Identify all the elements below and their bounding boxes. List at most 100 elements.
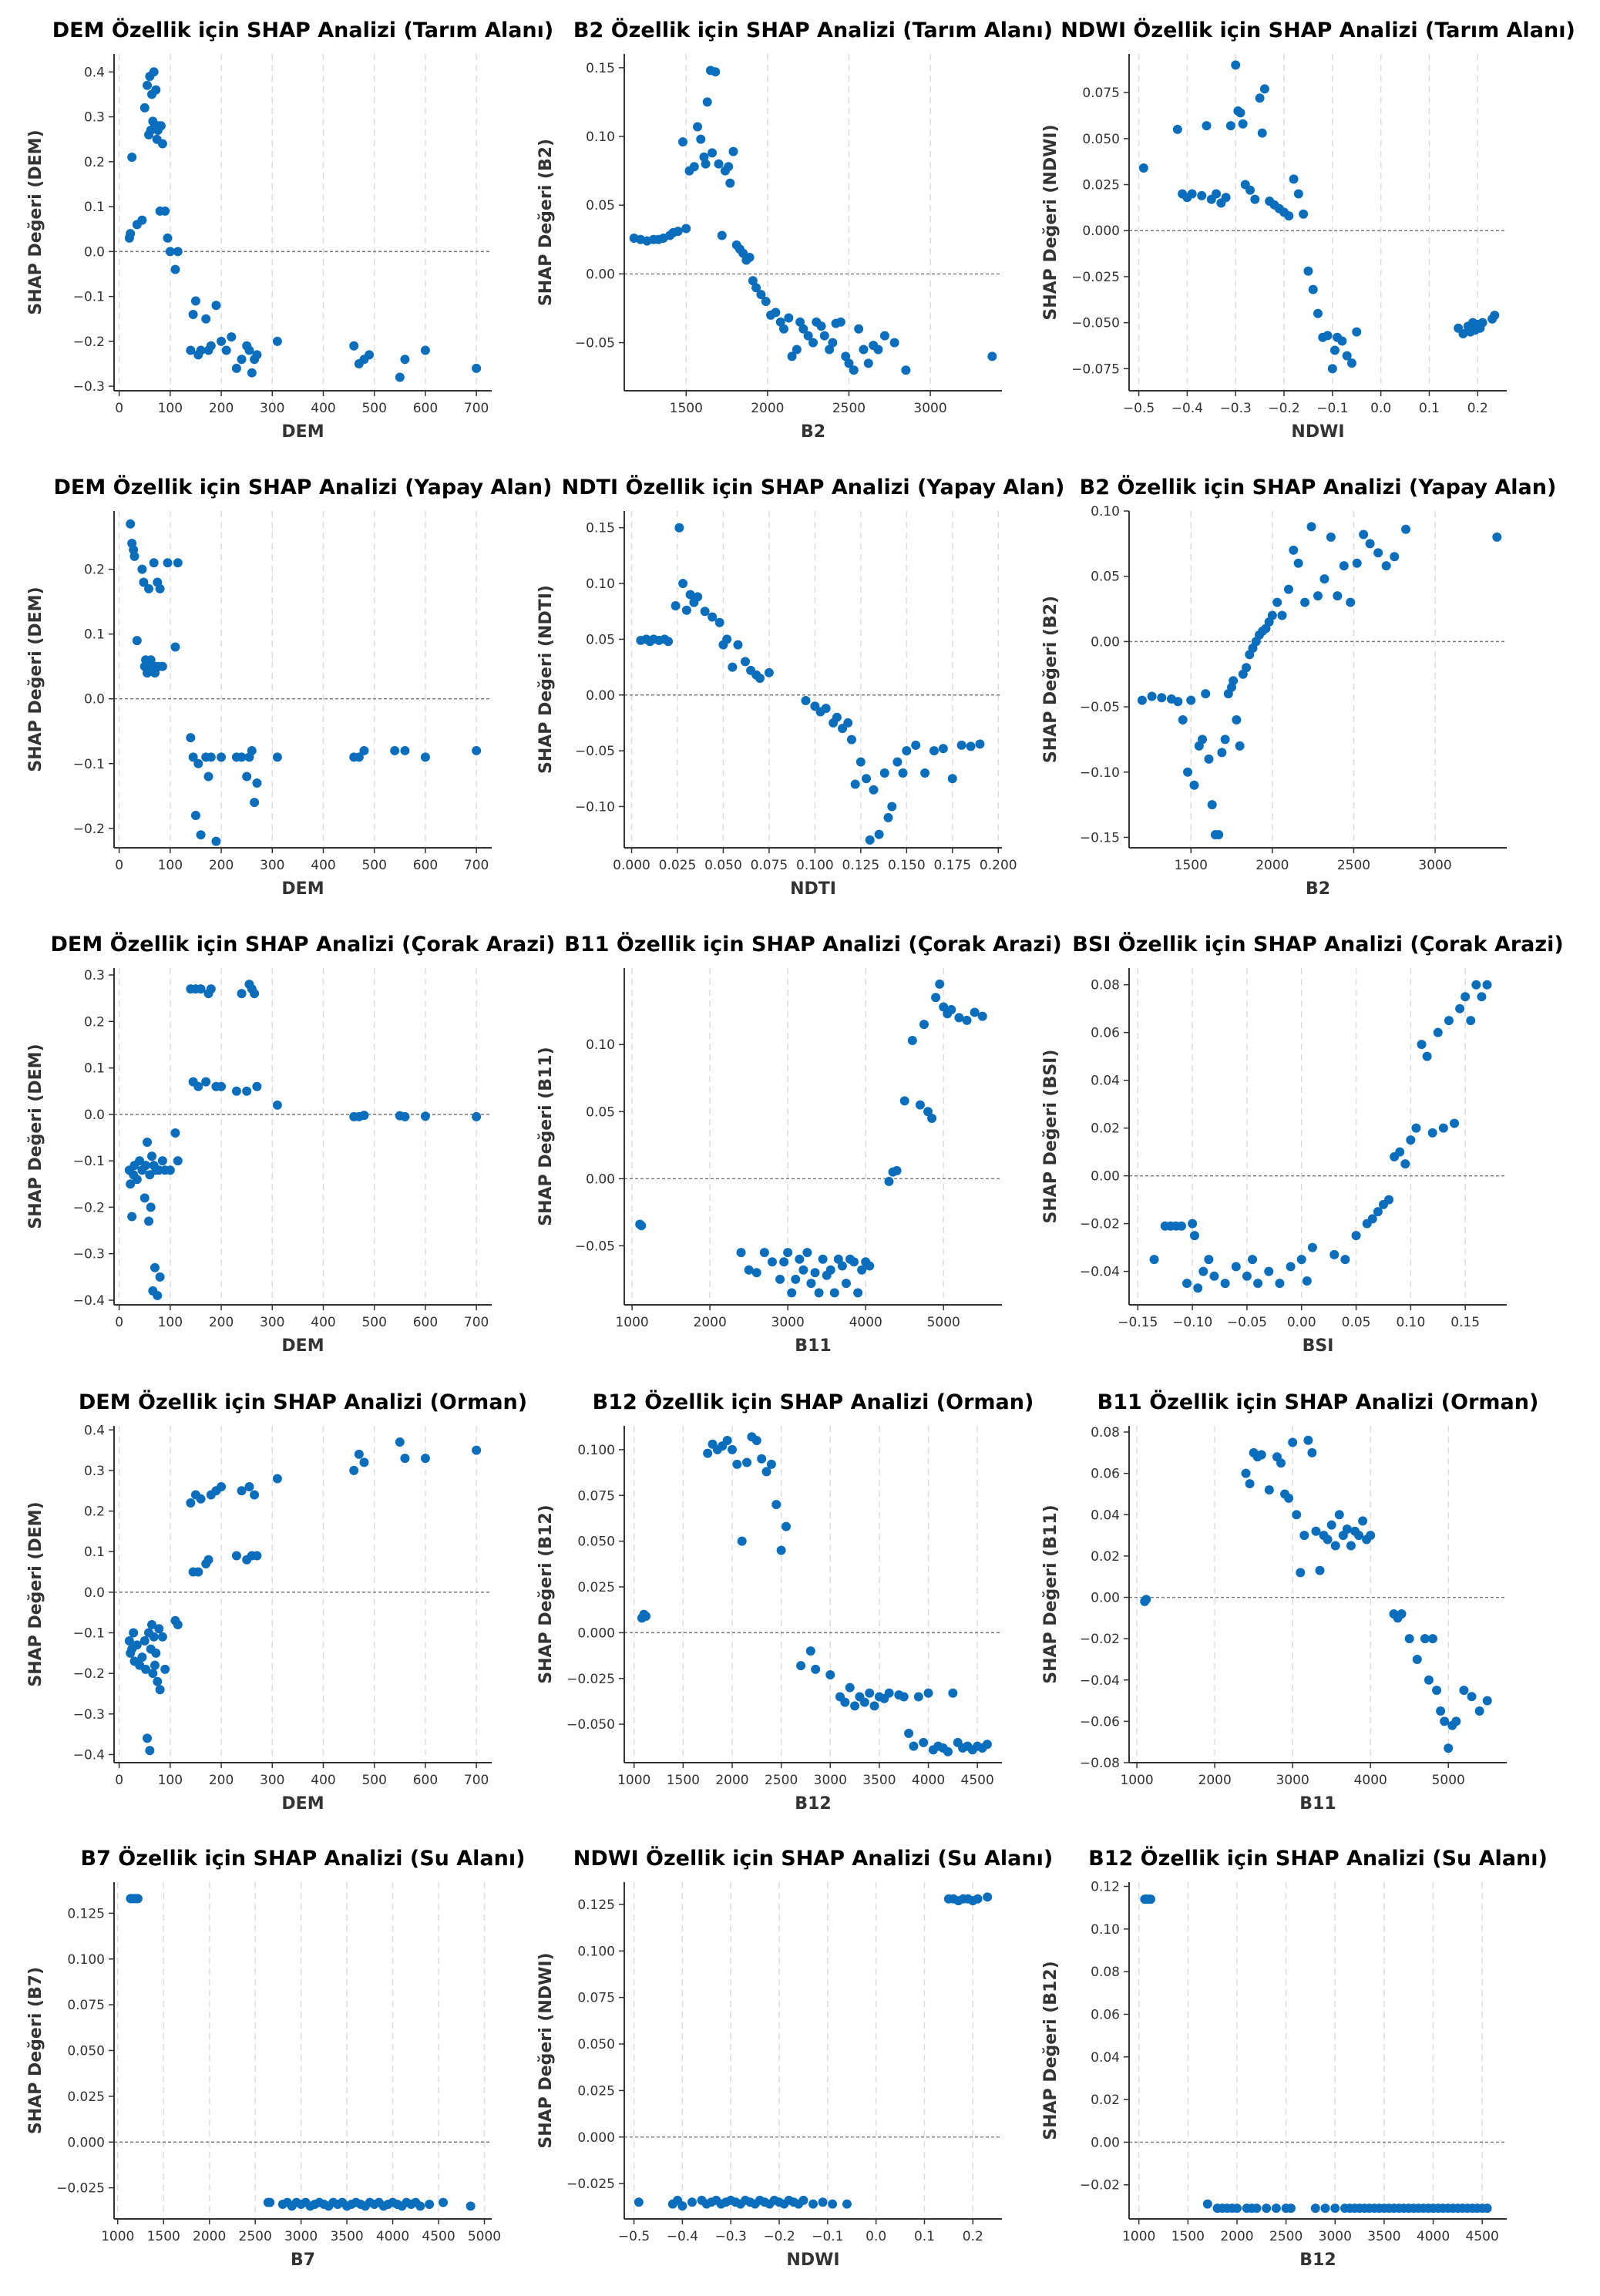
scatter-point: [931, 993, 941, 1003]
scatter-point: [1342, 1525, 1352, 1535]
scatter-point: [211, 301, 221, 311]
scatter-point: [1204, 754, 1214, 764]
scatter-point: [1292, 1510, 1302, 1520]
scatter-point: [247, 368, 257, 378]
scatter-point: [863, 358, 873, 368]
scatter-point: [1303, 266, 1313, 276]
scatter-point: [829, 1288, 839, 1298]
x-tick-label: 2000: [1220, 2229, 1253, 2244]
y-tick-label: 0.05: [586, 198, 615, 213]
scatter-point: [206, 341, 216, 351]
chart-title: DEM Özellik için SHAP Analizi (Çorak Ara…: [50, 931, 555, 956]
scatter-point: [776, 1545, 786, 1555]
scatter-point: [196, 1494, 206, 1504]
scatter-point: [909, 1741, 919, 1751]
scatter-point: [1339, 561, 1349, 571]
scatter-point: [1342, 351, 1352, 361]
scatter-point: [849, 1257, 859, 1267]
scatter-point: [717, 230, 727, 240]
x-tick-label: 700: [464, 1773, 489, 1788]
x-tick-label: 5000: [1432, 1773, 1465, 1788]
scatter-point: [857, 1265, 867, 1275]
scatter-point: [1289, 174, 1299, 184]
y-tick-label: 0.000: [67, 2135, 105, 2150]
x-tick-label: 0.0: [1370, 401, 1391, 416]
scatter-point: [898, 768, 908, 778]
scatter-point: [170, 642, 180, 652]
scatter-point: [1311, 1526, 1321, 1536]
x-axis-label: DEM: [281, 879, 324, 899]
scatter-point: [1351, 1231, 1361, 1241]
scatter-point: [170, 264, 180, 274]
scatter-point: [472, 1111, 482, 1121]
scatter-point: [1293, 558, 1303, 568]
y-tick-label: −0.1: [73, 290, 105, 305]
scatter-point: [143, 1138, 153, 1148]
scatter-point: [678, 137, 688, 147]
scatter-point: [1444, 1743, 1454, 1753]
scatter-point: [1436, 1706, 1446, 1716]
y-tick-label: 0.075: [67, 1998, 105, 2013]
x-tick-label: 0: [115, 401, 123, 416]
y-tick-label: 0.10: [586, 577, 615, 592]
scatter-point: [472, 363, 482, 373]
scatter-point: [748, 276, 758, 286]
scatter-point: [252, 1551, 262, 1561]
scatter-point: [144, 1216, 154, 1226]
chart-panel-13: 1000 1500 2000 2500 3000 3500 4000 4500 5000 −0.0…: [26, 1845, 525, 2270]
x-tick-label: 300: [260, 1773, 284, 1788]
x-tick-label: 400: [311, 1315, 335, 1330]
scatter-point: [1319, 574, 1329, 584]
x-tick-label: 3000: [1319, 2229, 1352, 2244]
scatter-point: [160, 1664, 170, 1674]
x-tick-label: 200: [209, 1315, 234, 1330]
x-tick-label: 0.10: [1396, 1315, 1425, 1330]
scatter-point: [779, 1257, 789, 1267]
scatter-point: [825, 1265, 835, 1275]
scatter-point: [1315, 1565, 1325, 1575]
scatter-point: [745, 252, 755, 262]
scatter-point: [126, 1179, 136, 1189]
chart-panel-14: −0.5 −0.4 −0.3 −0.2 −0.1 0.0 0.1 0.2 −0.025 0.000…: [536, 1845, 1053, 2270]
y-tick-label: 0.10: [586, 1037, 615, 1053]
scatter-point: [170, 1128, 180, 1138]
scatter-point: [1327, 364, 1337, 374]
scatter-point: [733, 640, 743, 650]
scatter-point: [196, 345, 206, 355]
scatter-point: [1176, 1221, 1186, 1231]
x-tick-label: 2000: [193, 2229, 226, 2244]
scatter-point: [901, 365, 911, 375]
y-tick-label: 0.125: [67, 1906, 105, 1921]
scatter-point: [751, 1268, 761, 1278]
x-tick-label: 0.05: [1342, 1315, 1371, 1330]
scatter-point: [153, 1290, 163, 1300]
y-tick-label: 0.1: [84, 1061, 105, 1077]
scatter-point: [892, 757, 903, 767]
scatter-point: [1197, 190, 1207, 200]
scatter-point: [1450, 1118, 1460, 1128]
scatter-point: [732, 1459, 742, 1469]
scatter-point: [420, 345, 430, 355]
chart-panel-6: 1500 2000 2500 3000 −0.15 −0.10 −0.05 0.00 0.05 0…: [1041, 474, 1556, 899]
scatter-point: [736, 1248, 746, 1258]
x-tick-label: 4500: [961, 1773, 994, 1788]
scatter-point: [703, 1448, 713, 1458]
scatter-point: [250, 989, 260, 999]
x-tick-label: 1500: [667, 1773, 700, 1788]
scatter-point: [1214, 830, 1224, 840]
scatter-point: [1373, 1207, 1383, 1217]
scatter-point: [139, 1636, 150, 1646]
scatter-point: [818, 2197, 828, 2207]
scatter-point: [1221, 193, 1231, 203]
x-tick-label: 4000: [1354, 1773, 1387, 1788]
x-tick-label: 0.1: [1419, 401, 1440, 416]
x-tick-label: 1000: [101, 2229, 134, 2244]
scatter-point: [349, 341, 359, 351]
x-tick-label: 4000: [912, 1773, 945, 1788]
x-tick-label: 0.200: [980, 858, 1017, 873]
scatter-point: [1381, 561, 1391, 571]
x-tick-label: 500: [361, 401, 386, 416]
scatter-point: [217, 1081, 227, 1091]
scatter-point: [156, 121, 166, 131]
scatter-point: [1299, 1531, 1309, 1541]
